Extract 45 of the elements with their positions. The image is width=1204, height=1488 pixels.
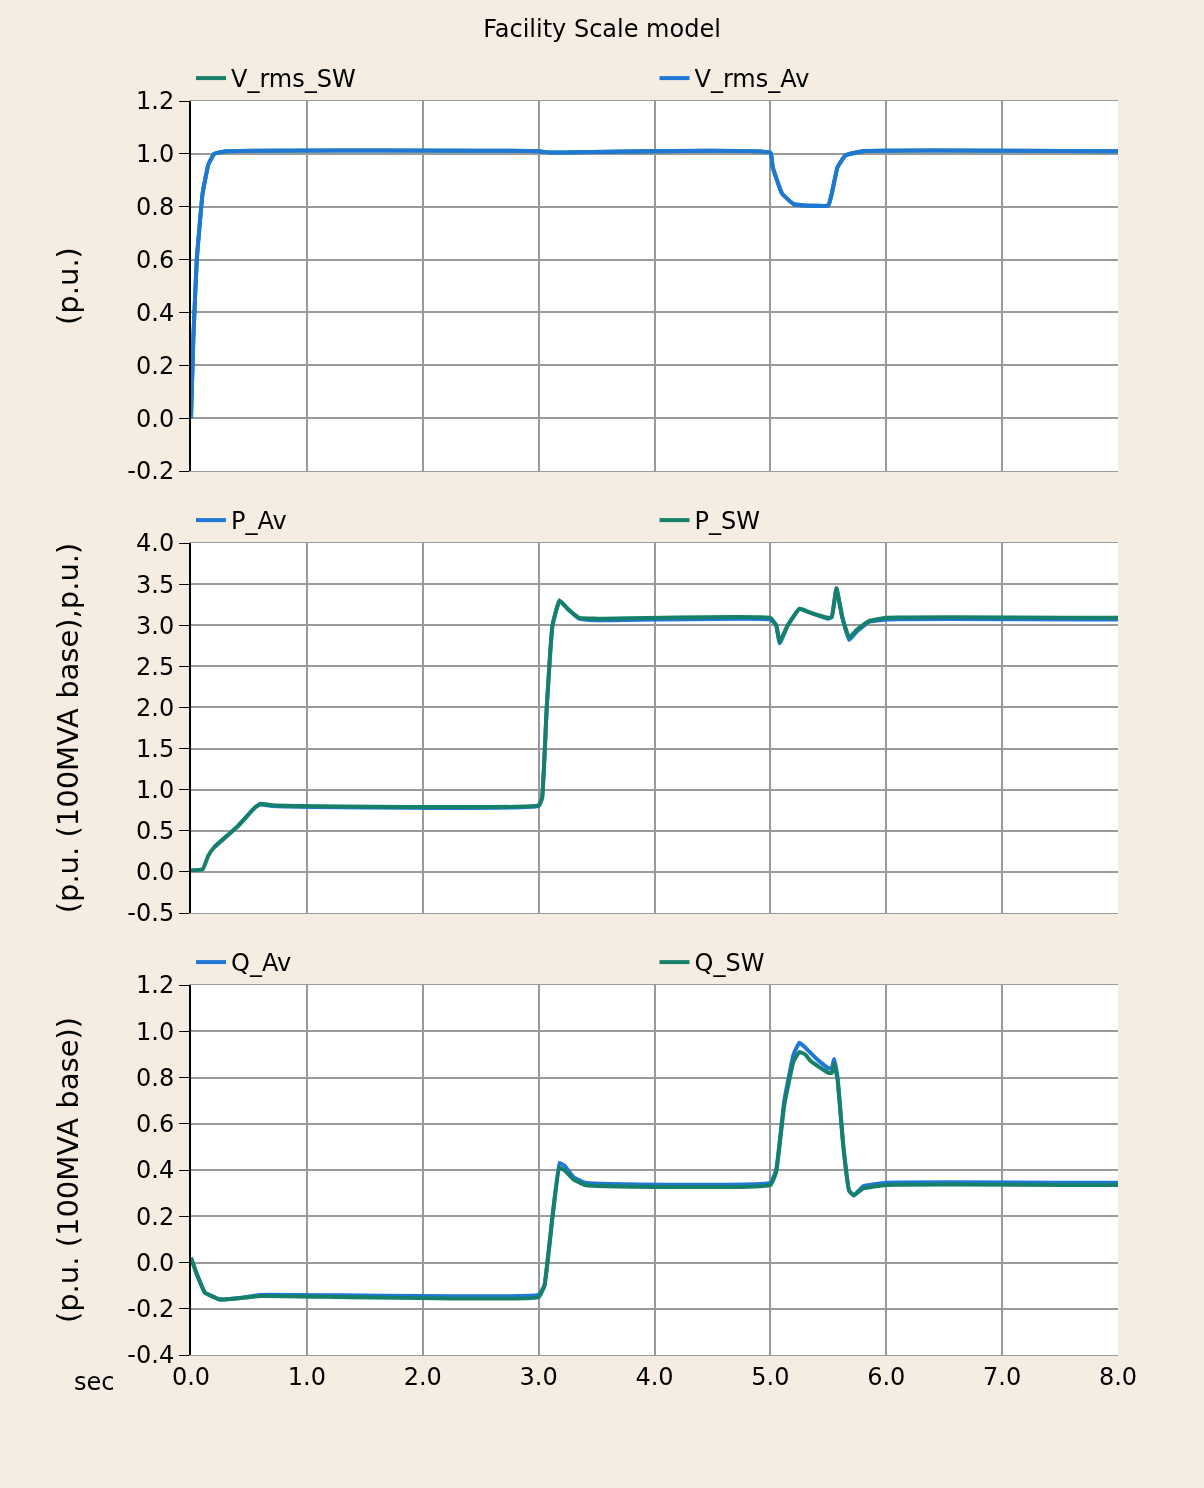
legend-label: P_SW (694, 507, 760, 536)
x-tick-label: 4.0 (635, 1362, 674, 1391)
y-tick-label: -0.2 (127, 1295, 175, 1324)
y-tick-label: 0.2 (136, 351, 175, 380)
legend-label: V_rms_SW (231, 65, 356, 94)
y-tick-label: 0.8 (136, 193, 175, 222)
x-tick-label: 3.0 (519, 1362, 558, 1391)
x-tick-label: 2.0 (403, 1362, 442, 1391)
y-tick-label: 0.4 (136, 1156, 175, 1185)
y-tick-label: 0.0 (136, 1248, 175, 1277)
y-tick-label: 4.0 (136, 529, 175, 558)
legend-label: Q_Av (231, 949, 292, 978)
x-tick-label: 8.0 (1098, 1362, 1138, 1391)
x-tick-label: 5.0 (751, 1362, 790, 1391)
y-tick-label: 0.6 (136, 245, 175, 274)
x-axis-title: sec (74, 1368, 115, 1396)
y-tick-label: 1.2 (136, 971, 175, 1000)
legend-label: P_Av (231, 507, 287, 536)
y-tick-label: 0.2 (136, 1202, 175, 1231)
y-tick-label: 1.5 (136, 734, 175, 763)
x-tick-label: 1.0 (287, 1362, 326, 1391)
legend-label: V_rms_Av (694, 65, 810, 94)
y-tick-label: 1.0 (136, 776, 175, 805)
y-tick-label: 0.6 (136, 1110, 175, 1139)
y-axis-title: (p.u. (100MVA base),p.u.) (51, 542, 86, 914)
y-tick-label: -0.5 (127, 899, 175, 928)
y-axis-title: (p.u. (100MVA base)) (51, 1016, 86, 1324)
x-tick-label: 6.0 (867, 1362, 906, 1391)
x-tick-label: 7.0 (983, 1362, 1022, 1391)
y-tick-label: 0.5 (136, 817, 175, 846)
y-tick-label: 0.8 (136, 1063, 175, 1092)
chart-title: Facility Scale model (483, 14, 721, 43)
y-tick-label: 1.2 (136, 87, 175, 116)
y-tick-label: 2.0 (136, 693, 175, 722)
y-tick-label: 0.0 (136, 404, 175, 433)
y-tick-label: -0.2 (127, 457, 175, 486)
y-tick-label: 2.5 (136, 652, 175, 681)
y-tick-label: 1.0 (136, 140, 175, 169)
y-tick-label: 0.0 (136, 858, 175, 887)
legend-label: Q_SW (694, 949, 765, 978)
y-tick-label: 3.5 (136, 570, 175, 599)
y-axis-title: (p.u.) (51, 247, 86, 325)
y-tick-label: 0.4 (136, 298, 175, 327)
y-tick-label: 3.0 (136, 611, 175, 640)
y-tick-label: 1.0 (136, 1017, 175, 1046)
